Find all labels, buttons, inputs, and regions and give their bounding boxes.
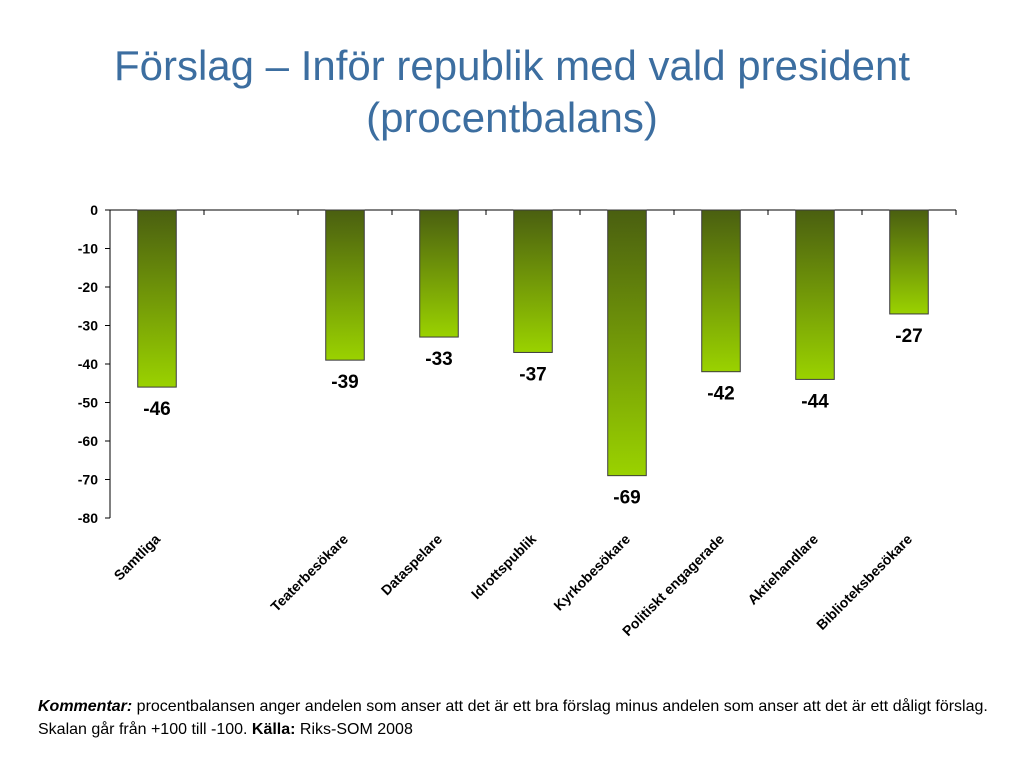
chart-bars bbox=[137, 209, 929, 477]
data-label: -37 bbox=[519, 364, 546, 385]
bar bbox=[325, 209, 365, 361]
x-category-label: Dataspelare bbox=[378, 531, 446, 599]
y-tick-label: -70 bbox=[78, 472, 98, 488]
comment-text: procentbalansen anger andelen som anser … bbox=[38, 698, 988, 738]
data-label: -33 bbox=[425, 349, 452, 370]
x-category-label: Kyrkobesökare bbox=[550, 531, 633, 614]
x-category-label: Samtliga bbox=[111, 531, 164, 584]
y-tick-label: -40 bbox=[78, 356, 98, 372]
data-label: -39 bbox=[331, 372, 358, 393]
comment-label: Kommentar: bbox=[38, 698, 133, 715]
source-text: Riks-SOM 2008 bbox=[295, 721, 413, 738]
footnote: Kommentar: procentbalansen anger andelen… bbox=[38, 695, 998, 741]
y-tick-label: -80 bbox=[78, 510, 98, 526]
y-tick-label: -30 bbox=[78, 318, 98, 334]
x-category-label: Politiskt engagerade bbox=[619, 531, 727, 639]
chart-axes: 0 -10 -20 -30 -40 -50 -60 -70 -80 bbox=[78, 202, 957, 526]
slide-title-line-1: Förslag – Inför republik med vald presid… bbox=[113, 42, 911, 89]
y-tick-label: -50 bbox=[78, 395, 98, 411]
bar bbox=[137, 209, 177, 388]
bar bbox=[607, 209, 647, 477]
x-category-label: Aktiehandlare bbox=[744, 531, 821, 608]
bar-chart: 0 -10 -20 -30 -40 -50 -60 -70 -80 -46 Samtliga -39… bbox=[78, 202, 957, 639]
bar bbox=[701, 209, 741, 373]
bar bbox=[889, 209, 929, 315]
slide-title-line-2: (procentbalans) bbox=[366, 94, 658, 141]
data-label: -46 bbox=[143, 399, 170, 420]
slide-title: Förslag – Inför republik med vald presid… bbox=[40, 40, 984, 144]
bar bbox=[513, 209, 553, 353]
bar bbox=[795, 209, 835, 380]
bar bbox=[419, 209, 459, 338]
data-label: -44 bbox=[801, 391, 829, 412]
y-tick-label: -20 bbox=[78, 279, 98, 295]
data-label: -69 bbox=[613, 488, 640, 509]
x-category-label: Teaterbesökare bbox=[267, 531, 351, 615]
x-category-label: Idrottspublik bbox=[468, 531, 539, 602]
y-tick-label: 0 bbox=[90, 202, 98, 218]
data-label: -27 bbox=[895, 326, 922, 347]
x-category-label: Biblioteksbesökare bbox=[813, 531, 915, 633]
source-label: Källa: bbox=[251, 721, 296, 738]
data-label: -42 bbox=[707, 384, 734, 405]
y-tick-label: -10 bbox=[78, 241, 98, 257]
y-tick-label: -60 bbox=[78, 433, 98, 449]
